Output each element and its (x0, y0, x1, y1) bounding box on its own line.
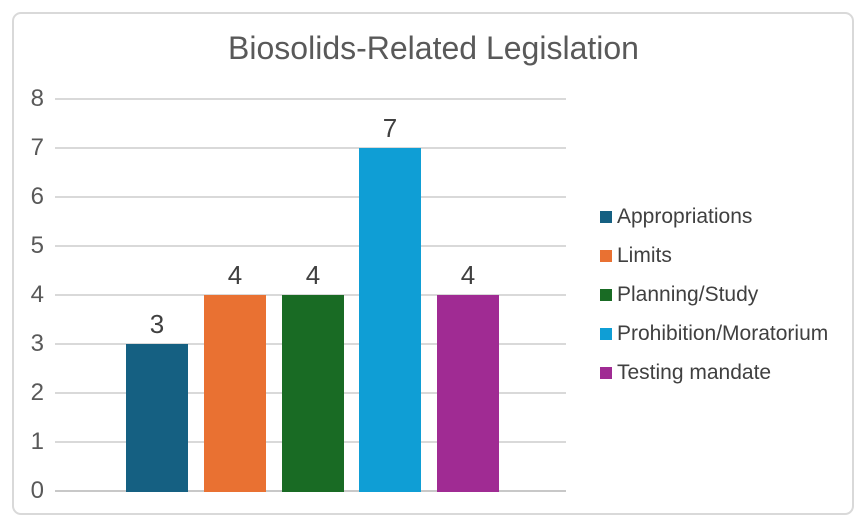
legend-swatch-icon (600, 367, 612, 379)
gridline (55, 196, 566, 198)
legend-label: Testing mandate (617, 361, 772, 384)
bar-value-label: 4 (227, 260, 243, 290)
legend-item: Planning/Study (600, 282, 758, 308)
chart-title: Biosolids-Related Legislation (228, 30, 639, 66)
bar-planning-study (282, 295, 344, 492)
legend-label: Planning/Study (617, 283, 759, 306)
legend-item: Prohibition/Moratorium (600, 321, 828, 347)
legend-item: Limits (600, 243, 672, 269)
gridline (55, 147, 566, 149)
legend-swatch-icon (600, 250, 612, 262)
y-axis-tick-label: 8 (30, 85, 44, 112)
bar-value-label: 7 (382, 113, 398, 143)
y-axis-tick-label: 3 (30, 330, 44, 357)
legend-swatch-icon (600, 289, 612, 301)
bar-value-label: 4 (305, 260, 321, 290)
bar-testing-mandate (437, 295, 499, 492)
legend-label: Appropriations (617, 205, 753, 228)
bar-appropriations (126, 344, 188, 492)
bar-value-label: 3 (149, 309, 165, 339)
legend-swatch-icon (600, 211, 612, 223)
bar-limits (204, 295, 266, 492)
y-axis-tick-label: 0 (30, 477, 44, 504)
y-axis-tick-label: 7 (30, 134, 44, 161)
legend-label: Limits (617, 244, 672, 267)
y-axis-tick-label: 6 (30, 183, 44, 210)
legend-item: Testing mandate (600, 360, 771, 386)
y-axis-tick-label: 4 (30, 281, 44, 308)
gridline (55, 98, 566, 100)
legend-swatch-icon (600, 328, 612, 340)
y-axis-tick-label: 1 (30, 428, 44, 455)
bar-value-label: 4 (460, 260, 476, 290)
y-axis-tick-label: 2 (30, 379, 44, 406)
bar-prohibition-moratorium (359, 148, 421, 492)
legend-item: Appropriations (600, 204, 752, 230)
y-axis-tick-label: 5 (30, 232, 44, 259)
gridline (55, 245, 566, 247)
legend-label: Prohibition/Moratorium (617, 322, 829, 345)
